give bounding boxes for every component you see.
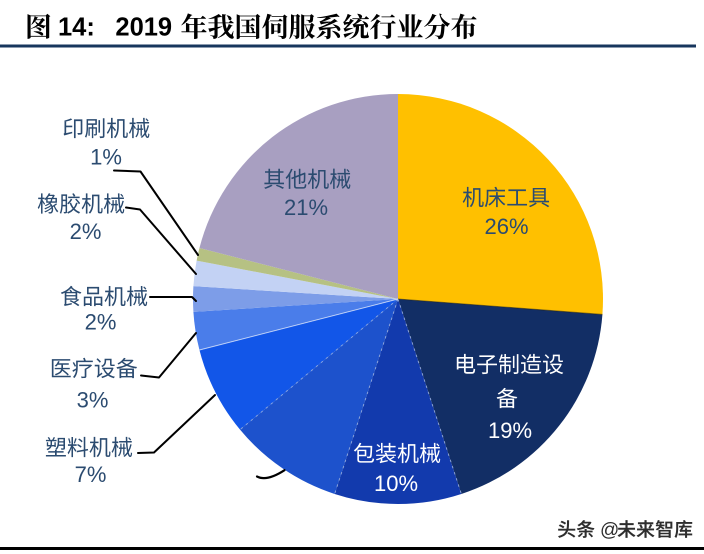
svg-text:26%: 26%: [484, 214, 528, 239]
svg-text:7%: 7%: [75, 462, 107, 487]
svg-text:@: @: [600, 520, 619, 541]
svg-text:3%: 3%: [77, 387, 109, 412]
svg-text:2%: 2%: [70, 219, 102, 244]
svg-text:2%: 2%: [85, 309, 117, 334]
svg-text:19%: 19%: [488, 418, 532, 443]
svg-text:1%: 1%: [90, 144, 122, 169]
svg-text:10%: 10%: [374, 471, 418, 496]
svg-text:2019: 2019: [115, 14, 172, 42]
svg-text:21%: 21%: [284, 195, 328, 220]
svg-text:14:: 14:: [58, 14, 95, 42]
